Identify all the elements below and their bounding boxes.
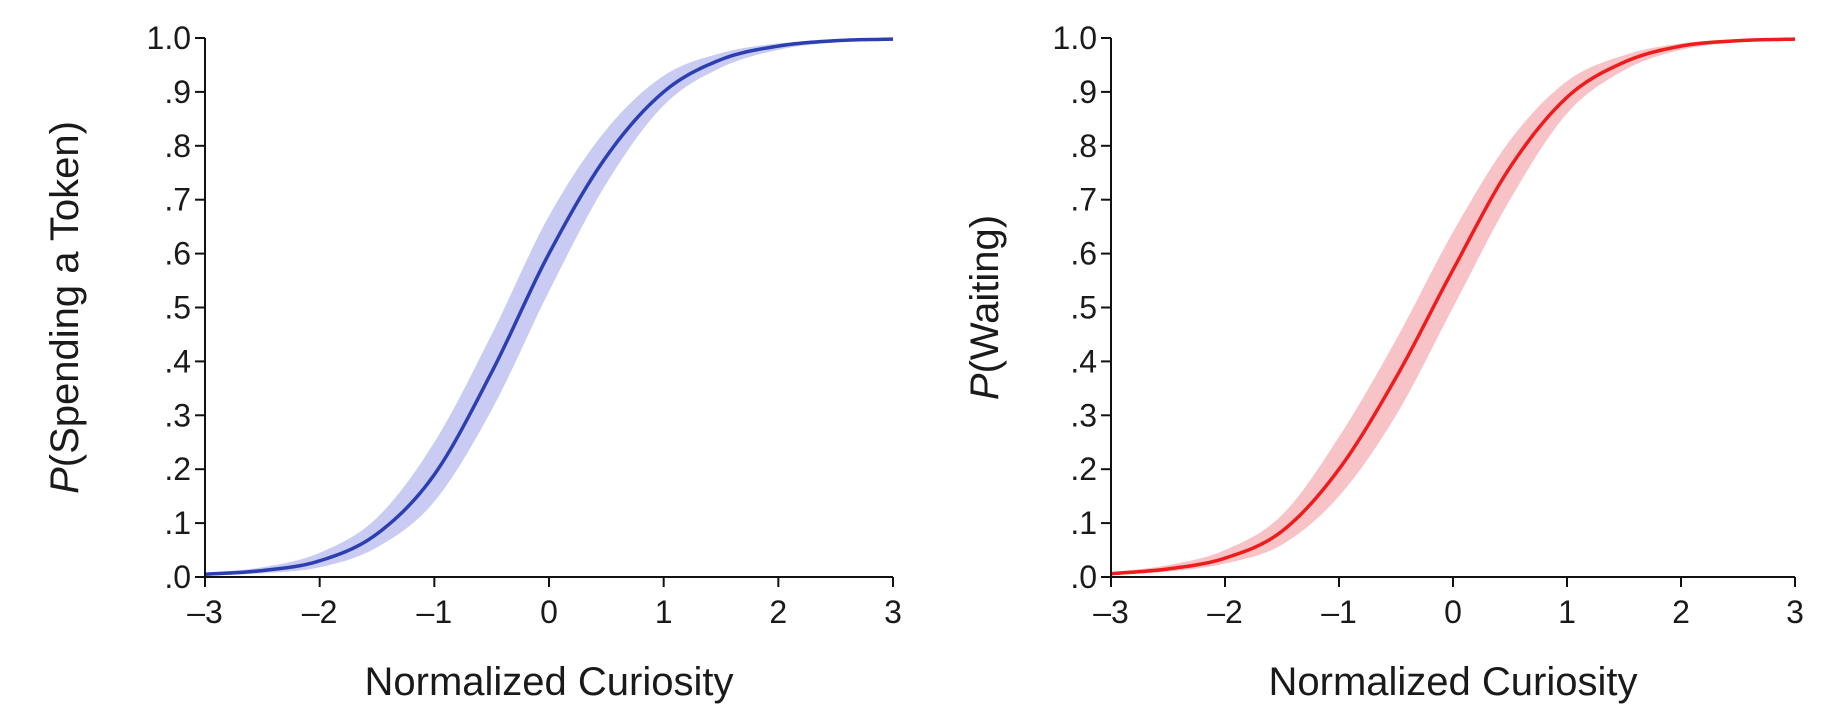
- y-tick-label: .6: [164, 236, 191, 272]
- y-tick-label: .4: [164, 343, 191, 379]
- x-tick-label: 1: [655, 594, 673, 630]
- y-tick-label: .7: [164, 182, 191, 218]
- chart-panel-2: .0 .1 .2 .3 .4 .5 .6 .7 .8 .9 1.0 –3 –2 –1 0 1 2 3 Normali…: [963, 20, 1804, 704]
- y-tick-label: .1: [164, 505, 191, 541]
- chart-panel-1: .0 .1 .2 .3 .4 .5 .6 .7 .8 .9 1.0 –3 –2 –1 0 1 2 3 Normali…: [43, 20, 902, 704]
- x-tick-label: 0: [540, 594, 558, 630]
- y-tick-label: .5: [1070, 290, 1097, 326]
- y-axis-title: P(Waiting): [963, 215, 1007, 400]
- y-tick-label: .2: [1070, 451, 1097, 487]
- x-tick-label: –3: [187, 594, 223, 630]
- x-tick-label: 2: [769, 594, 787, 630]
- y-tick-label: .1: [1070, 505, 1097, 541]
- x-axis-title: Normalized Curiosity: [1269, 660, 1638, 704]
- x-tick-label: 0: [1444, 594, 1462, 630]
- y-tick-label: .9: [164, 74, 191, 110]
- series-line: [1110, 37, 1796, 576]
- y-tick-label: .3: [1070, 397, 1097, 433]
- x-tick-label: 3: [1786, 594, 1804, 630]
- y-axis-title-rest: (Spending a Token): [43, 121, 87, 467]
- y-axis-title-prefix: P: [43, 467, 87, 494]
- x-tick-label: 1: [1558, 594, 1576, 630]
- y-axis-title: P(Spending a Token): [43, 121, 87, 494]
- x-tick-label: –1: [1321, 594, 1357, 630]
- y-tick-label: .9: [1070, 74, 1097, 110]
- y-tick-label: .7: [1070, 182, 1097, 218]
- confidence-band: [1111, 38, 1795, 575]
- y-tick-label: .8: [1070, 128, 1097, 164]
- x-tick-label: –1: [417, 594, 453, 630]
- y-axis-title-rest: (Waiting): [963, 215, 1007, 374]
- y-tick-label: 1.0: [147, 20, 191, 56]
- y-tick-label: .8: [164, 128, 191, 164]
- x-axis-title: Normalized Curiosity: [365, 660, 734, 704]
- x-tick-label: 2: [1672, 594, 1690, 630]
- y-tick-label: .6: [1070, 236, 1097, 272]
- x-tick-label: –3: [1093, 594, 1129, 630]
- y-tick-label: .5: [164, 290, 191, 326]
- y-tick-label: .2: [164, 451, 191, 487]
- y-tick-label: .4: [1070, 343, 1097, 379]
- confidence-band: [205, 38, 893, 576]
- y-tick-label: .0: [1070, 559, 1097, 595]
- y-tick-label: 1.0: [1053, 20, 1097, 56]
- y-tick-label: .3: [164, 397, 191, 433]
- y-tick-label: .0: [164, 559, 191, 595]
- x-tick-label: –2: [1207, 594, 1243, 630]
- y-axis-title-prefix: P: [963, 373, 1007, 400]
- series-line: [204, 37, 894, 577]
- x-tick-label: 3: [884, 594, 902, 630]
- x-tick-label: –2: [302, 594, 338, 630]
